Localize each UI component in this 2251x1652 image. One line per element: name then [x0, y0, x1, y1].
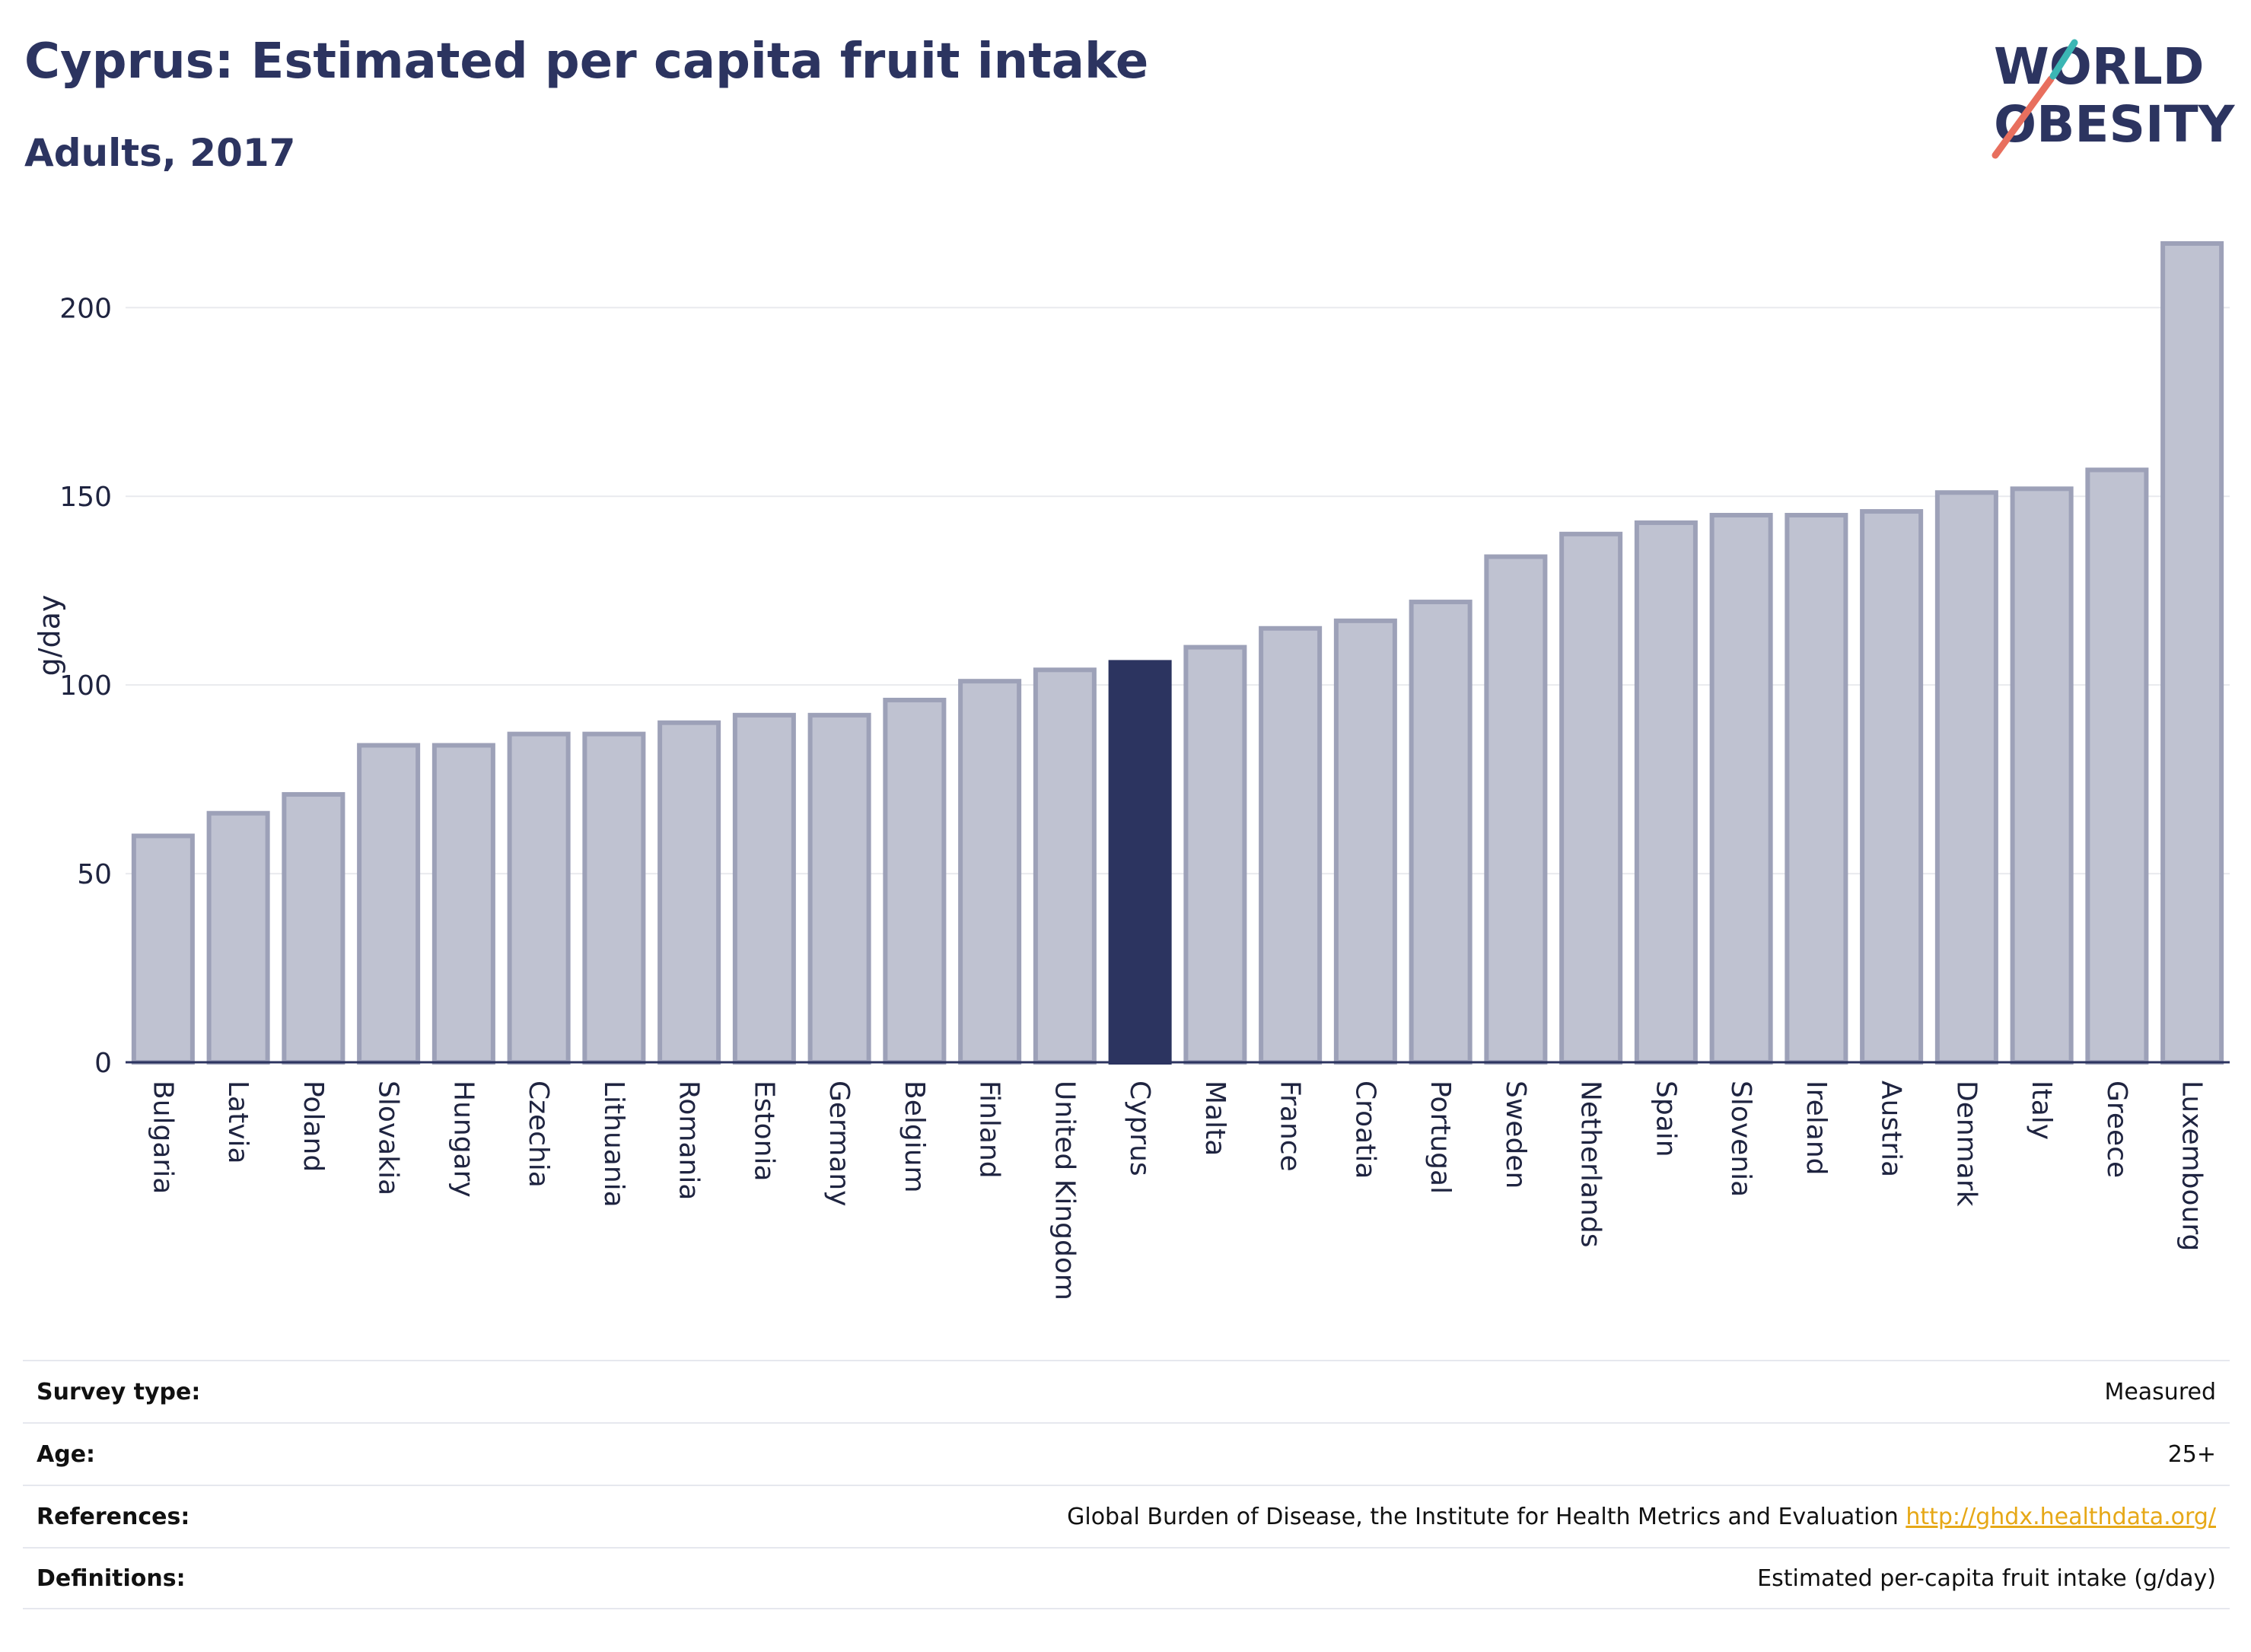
x-tick-label: Luxembourg	[2176, 1081, 2208, 1251]
x-tick-label: Bulgaria	[147, 1081, 178, 1194]
info-label: Survey type:	[37, 1378, 201, 1405]
info-value: Measured	[2104, 1378, 2216, 1405]
bar-bulgaria	[131, 833, 195, 1065]
bar-estonia	[732, 712, 796, 1065]
bar-greece	[2085, 467, 2149, 1065]
info-value-container: Global Burden of Disease, the Institute …	[1067, 1504, 2216, 1530]
x-tick-label: Romania	[673, 1081, 705, 1200]
x-tick-label: Denmark	[1950, 1081, 1982, 1207]
x-tick-label: United Kingdom	[1049, 1081, 1080, 1300]
bar-romania	[657, 720, 721, 1065]
bar-denmark	[1934, 490, 1998, 1065]
x-tick-label: Netherlands	[1575, 1081, 1606, 1247]
bar-hungary	[431, 743, 495, 1065]
world-obesity-logo: WORLD OBESITY	[1992, 37, 2236, 159]
x-tick-label: Belgium	[899, 1081, 930, 1193]
chart-title: Cyprus: Estimated per capita fruit intak…	[24, 33, 1149, 90]
x-tick-label: Germany	[823, 1081, 855, 1206]
bar-italy	[2010, 486, 2074, 1065]
bar-ireland	[1785, 513, 1848, 1065]
logo-slash-teal	[2049, 39, 2078, 80]
info-table: Survey type: Measured Age: 25+ Reference…	[23, 1360, 2230, 1609]
bar-portugal	[1409, 600, 1473, 1065]
x-tick-label: Czechia	[523, 1081, 554, 1188]
logo-slash-coral	[1992, 75, 2055, 159]
bar-chart: 0 50 100 150 200 g/day Bulgaria Latvia Poland S…	[33, 241, 2230, 1300]
bar-poland	[282, 791, 345, 1065]
x-tick-label: Croatia	[1349, 1081, 1380, 1179]
x-tick-label: Portugal	[1425, 1081, 1456, 1194]
y-axis-label: g/day	[33, 595, 66, 676]
x-tick-label: Italy	[2026, 1081, 2057, 1140]
bar-finland	[958, 679, 1022, 1065]
bar-luxembourg	[2160, 241, 2224, 1065]
info-row-definitions: Definitions: Estimated per-capita fruit …	[23, 1547, 2230, 1609]
x-tick-label: Latvia	[222, 1081, 253, 1164]
x-tick-label: Hungary	[447, 1081, 479, 1198]
x-tick-label: Malta	[1199, 1081, 1231, 1156]
bar-slovenia	[1709, 513, 1773, 1065]
x-tick-label: France	[1275, 1081, 1306, 1172]
info-value: Estimated per-capita fruit intake (g/day…	[1757, 1564, 2216, 1592]
info-row-survey-type: Survey type: Measured	[23, 1360, 2230, 1422]
bar-slovakia	[357, 743, 421, 1065]
info-value: 25+	[2167, 1440, 2216, 1468]
x-tick-label: Cyprus	[1124, 1081, 1155, 1176]
bar-belgium	[883, 697, 947, 1065]
x-tick-label: Finland	[974, 1081, 1005, 1179]
bar-czechia	[507, 731, 571, 1065]
x-tick-label: Austria	[1876, 1081, 1907, 1177]
bar-spain	[1634, 520, 1698, 1065]
bar-croatia	[1333, 618, 1397, 1065]
bars	[131, 241, 2224, 1065]
x-tick-label: Spain	[1650, 1081, 1681, 1157]
y-tick-label: 100	[59, 670, 112, 702]
bar-france	[1259, 625, 1323, 1065]
x-tick-label: Lithuania	[598, 1081, 629, 1208]
reference-link[interactable]: http://ghdx.healthdata.org/	[1906, 1503, 2216, 1530]
bar-malta	[1183, 645, 1247, 1065]
x-axis-labels: Bulgaria Latvia Poland Slovakia Hungary Czech…	[147, 1081, 2207, 1300]
bar-germany	[807, 712, 871, 1065]
x-tick-label: Estonia	[748, 1081, 779, 1182]
x-tick-label: Ireland	[1800, 1081, 1832, 1176]
x-tick-label: Slovenia	[1725, 1081, 1756, 1197]
info-label: Age:	[37, 1440, 96, 1468]
x-tick-label: Poland	[298, 1081, 329, 1172]
info-row-age: Age: 25+	[23, 1422, 2230, 1485]
bar-sweden	[1484, 554, 1548, 1065]
bar-lithuania	[582, 731, 646, 1065]
logo-word-world: WORLD	[1994, 37, 2205, 96]
y-tick-label: 0	[94, 1048, 112, 1079]
y-axis-ticks: 0 50 100 150 200	[59, 293, 112, 1079]
info-value: Global Burden of Disease, the Institute …	[1067, 1503, 1899, 1530]
x-tick-label: Greece	[2101, 1081, 2132, 1178]
y-tick-label: 50	[77, 859, 112, 890]
y-tick-label: 200	[59, 293, 112, 324]
bar-united-kingdom	[1033, 667, 1097, 1065]
x-tick-label: Slovakia	[373, 1081, 404, 1195]
info-row-references: References: Global Burden of Disease, th…	[23, 1485, 2230, 1547]
chart-subtitle: Adults, 2017	[24, 131, 296, 175]
bar-austria	[1860, 509, 1924, 1065]
bar-latvia	[206, 810, 270, 1065]
y-tick-label: 150	[59, 482, 112, 513]
bar-netherlands	[1559, 531, 1623, 1065]
x-tick-label: Sweden	[1500, 1081, 1531, 1189]
info-label: References:	[37, 1503, 190, 1530]
bar-cyprus	[1108, 660, 1172, 1065]
info-label: Definitions:	[37, 1564, 186, 1592]
